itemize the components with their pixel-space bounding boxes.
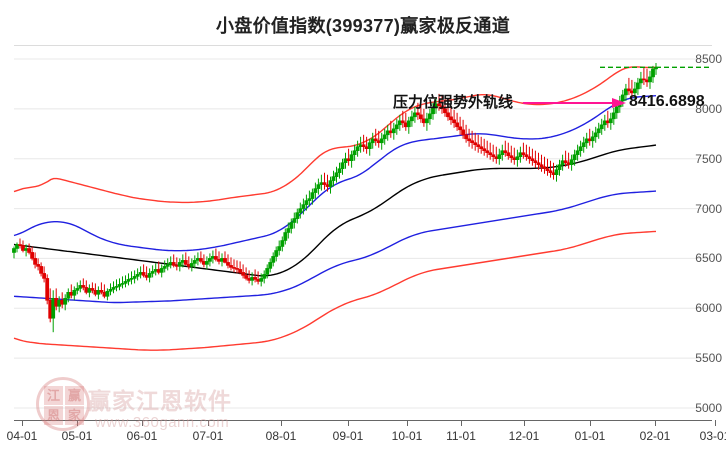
x-axis-tick bbox=[142, 420, 143, 426]
x-axis-tick-label: 11-01 bbox=[446, 429, 476, 443]
seal-char-2: 赢 bbox=[68, 388, 82, 403]
resistance-annotation-label: 压力位强势外轨线 bbox=[393, 94, 514, 111]
seal-ring bbox=[36, 377, 90, 431]
x-axis-tick bbox=[524, 420, 525, 426]
brand-watermark-text: 赢家江恩软件 bbox=[88, 388, 232, 414]
y-axis-tick-label: 8000 bbox=[695, 101, 722, 116]
y-axis-tick-label: 7500 bbox=[695, 151, 722, 166]
x-axis-tick bbox=[655, 420, 656, 426]
x-axis-tick-label: 04-01 bbox=[6, 429, 38, 443]
x-axis-tick bbox=[461, 420, 462, 426]
y-axis-tick-label: 6000 bbox=[695, 301, 722, 316]
x-axis-tick-label: 07-01 bbox=[192, 429, 224, 443]
y-axis-tick-label: 7000 bbox=[695, 201, 722, 216]
seal-char-1: 江 bbox=[47, 388, 61, 403]
seal-char-4: 家 bbox=[68, 408, 82, 423]
seal-char-3: 恩 bbox=[47, 408, 61, 423]
seal-box-4 bbox=[65, 406, 84, 425]
grid-lines bbox=[14, 58, 712, 409]
brand-watermark-url: www.360gann.com bbox=[95, 414, 230, 431]
x-axis-tick-label: 02-01 bbox=[639, 429, 671, 443]
x-axis: 04-01 05-01 06-01 07-01 08-01 09-01 10-01 11-01… bbox=[0, 420, 726, 450]
candlestick-series bbox=[12, 63, 658, 333]
x-axis-tick-label: 10-01 bbox=[391, 429, 423, 443]
x-axis-tick bbox=[590, 420, 591, 426]
seal-box-3 bbox=[44, 406, 63, 425]
y-axis-tick-label: 6500 bbox=[695, 251, 722, 266]
x-axis-tick-label: 03-01 bbox=[699, 429, 726, 443]
seal-box-2 bbox=[65, 386, 84, 405]
x-axis-tick-label: 12-01 bbox=[508, 429, 540, 443]
x-axis-tick bbox=[22, 420, 23, 426]
candlestick-chart-svg bbox=[12, 58, 712, 409]
header-divider bbox=[14, 45, 712, 46]
x-axis-line bbox=[14, 420, 712, 421]
y-axis-tick-label: 8500 bbox=[695, 51, 722, 66]
x-axis-tick bbox=[208, 420, 209, 426]
x-axis-tick-label: 06-01 bbox=[126, 429, 158, 443]
y-axis-tick-label: 5000 bbox=[695, 401, 722, 416]
x-axis-tick-label: 05-01 bbox=[61, 429, 93, 443]
x-axis-tick-label: 09-01 bbox=[332, 429, 364, 443]
x-axis-tick bbox=[715, 420, 716, 426]
x-axis-tick-label: 08-01 bbox=[265, 429, 297, 443]
chart-header: 小盘价值指数(399377)赢家极反通道 bbox=[0, 0, 726, 45]
channel-band-lines bbox=[13, 66, 657, 351]
chart-plot-area: 8500 8000 7500 7000 6500 6000 5500 5000 bbox=[0, 45, 726, 420]
annotation-arrow bbox=[523, 98, 626, 108]
x-axis-tick-label: 01-01 bbox=[574, 429, 606, 443]
seal-box-1 bbox=[44, 386, 63, 405]
resistance-annotation-value: 8416.6898 bbox=[629, 93, 705, 110]
page-title: 小盘价值指数(399377)赢家极反通道 bbox=[215, 16, 511, 36]
brand-seal-logo: 江 赢 恩 家 bbox=[36, 377, 94, 435]
y-axis-tick-label: 5500 bbox=[695, 351, 722, 366]
x-axis-tick bbox=[407, 420, 408, 426]
x-axis-tick bbox=[281, 420, 282, 426]
x-axis-tick bbox=[348, 420, 349, 426]
